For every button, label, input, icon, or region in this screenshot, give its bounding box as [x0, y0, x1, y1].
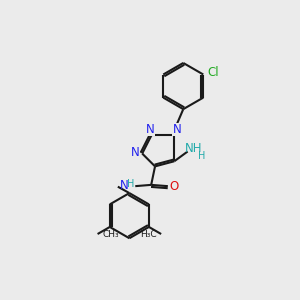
Text: H: H — [198, 151, 206, 161]
Text: O: O — [169, 180, 178, 193]
Text: N: N — [131, 146, 140, 158]
Text: N: N — [120, 179, 128, 192]
Text: N: N — [172, 123, 181, 136]
Text: H: H — [127, 178, 134, 189]
Text: Cl: Cl — [207, 66, 219, 79]
Text: CH₃: CH₃ — [102, 230, 119, 238]
Text: NH: NH — [184, 142, 202, 155]
Text: H₃C: H₃C — [140, 230, 157, 238]
Text: N: N — [146, 123, 155, 136]
